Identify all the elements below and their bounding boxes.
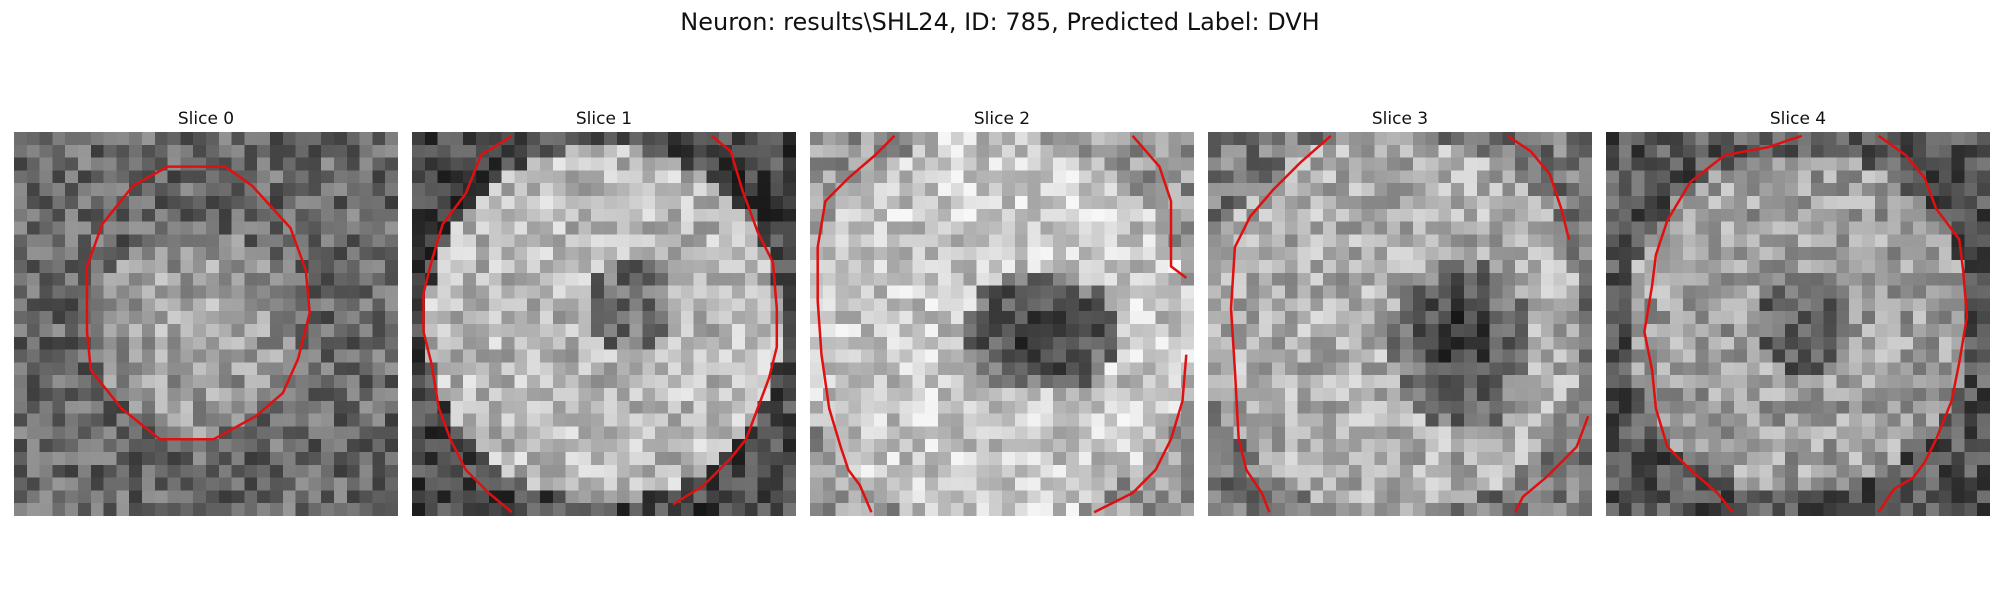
- slice-title: Slice 0: [14, 108, 398, 130]
- slice-title: Slice 2: [810, 108, 1194, 130]
- slice-title: Slice 4: [1606, 108, 1990, 130]
- pixel-grid: [14, 132, 398, 516]
- slice-image: [14, 132, 398, 516]
- slice-panel: Slice 3: [1208, 108, 1592, 516]
- pixel-grid: [810, 132, 1194, 516]
- slice-title: Slice 3: [1208, 108, 1592, 130]
- pixel-grid: [1606, 132, 1990, 516]
- slice-image: [1606, 132, 1990, 516]
- slice-panel: Slice 1: [412, 108, 796, 516]
- slice-image: [1208, 132, 1592, 516]
- slice-panel: Slice 2: [810, 108, 1194, 516]
- pixel-grid: [412, 132, 796, 516]
- slice-panel: Slice 4: [1606, 108, 1990, 516]
- slice-image: [810, 132, 1194, 516]
- figure-title: Neuron: results\SHL24, ID: 785, Predicte…: [0, 6, 2000, 38]
- pixel-grid: [1208, 132, 1592, 516]
- slice-panel: Slice 0: [14, 108, 398, 516]
- slice-title: Slice 1: [412, 108, 796, 130]
- slice-image: [412, 132, 796, 516]
